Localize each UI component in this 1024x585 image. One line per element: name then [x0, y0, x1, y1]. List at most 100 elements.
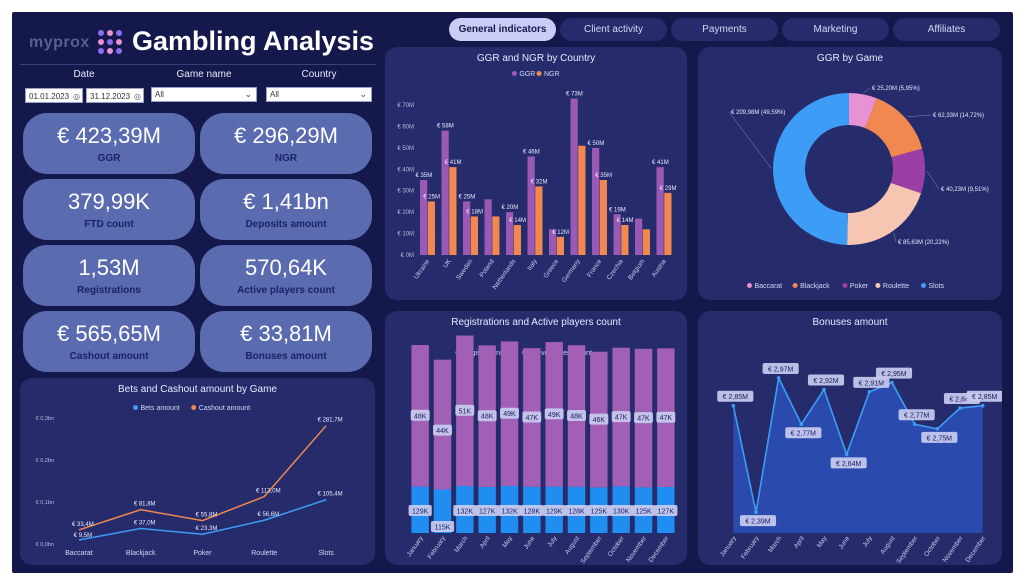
registrations-label: 129K: [546, 509, 563, 516]
x-tick-label: July: [546, 535, 559, 549]
active-players-label-bg: [634, 412, 653, 424]
page-title: Gambling Analysis: [132, 26, 375, 56]
bar-ggr: [592, 147, 600, 255]
slice-label: € 85,63M (20,22%): [898, 240, 949, 246]
game-filter-label: Game name: [176, 69, 232, 80]
date-from-input[interactable]: 01.01.2023 ◎: [25, 88, 83, 103]
x-tick-label: September: [579, 534, 603, 565]
legend-label: Bets amount: [141, 405, 180, 412]
tab-general-indicators[interactable]: General indicators: [449, 18, 556, 41]
active-players-label: 44K: [436, 428, 449, 435]
bar-ngr: [427, 201, 435, 255]
x-tick-label: October: [607, 534, 626, 558]
active-players-label-bg: [410, 409, 430, 421]
date-to-input[interactable]: 31.12.2023 ◎: [86, 88, 144, 103]
active-players-label: 49K: [548, 412, 561, 419]
tab-payments[interactable]: Payments: [671, 18, 778, 41]
bonuses-label: € 2,64M: [836, 461, 861, 468]
registrations-label-bg: [564, 505, 589, 516]
bar-ngr: [642, 229, 650, 255]
x-tick-label: March: [767, 535, 783, 554]
calendar-icon[interactable]: ◎: [73, 92, 80, 101]
tab-marketing[interactable]: Marketing: [782, 18, 889, 41]
active-players-label-bg: [477, 410, 497, 422]
x-tick-label: Ukraine: [413, 258, 432, 281]
kpi-value: € 296,29M: [234, 123, 338, 148]
x-tick-label: March: [453, 535, 469, 554]
y-tick-label: € 0M: [401, 253, 414, 259]
x-tick-label: Poland: [479, 258, 497, 279]
calendar-icon[interactable]: ◎: [134, 92, 141, 101]
legend-label: Cashout amount: [199, 405, 250, 412]
data-label: € 14M: [617, 218, 634, 224]
data-label: € 41M: [445, 160, 462, 166]
active-players-label: 47K: [637, 416, 650, 423]
x-tick-label: April: [793, 535, 807, 550]
registrations-label: 132K: [501, 509, 518, 516]
leader-line: [893, 232, 897, 243]
tab-client-activity[interactable]: Client activity: [560, 18, 667, 41]
legend-marker: [842, 283, 848, 288]
registrations-label: 128K: [568, 509, 585, 516]
bonuses-amount-chart: € 2,85M January € 2,39M February € 2,97M Marc…: [717, 362, 1002, 565]
data-label: € 105,4M: [318, 492, 343, 498]
data-label: € 29M: [660, 186, 677, 192]
bonuses-label-bg: [966, 390, 1002, 402]
kpi-label: Cashout amount: [69, 351, 149, 362]
bonuses-point: [799, 422, 804, 427]
leader-line: [728, 111, 772, 169]
kpi-label: GGR: [97, 153, 121, 164]
bar-ngr: [556, 236, 564, 255]
x-tick-label: France: [586, 258, 604, 279]
x-tick-label: Czechia: [606, 258, 625, 282]
y-tick-label: € 0,3bn: [36, 416, 54, 422]
leader-line: [863, 87, 871, 93]
registrations-label-bg: [475, 505, 499, 516]
bonuses-label-bg: [807, 374, 845, 386]
bar-ggr: [570, 98, 578, 255]
y-tick-label: € 70M: [397, 103, 414, 109]
data-label: € 32M: [531, 179, 548, 185]
legend-label: NGR: [544, 71, 560, 78]
leader-line: [926, 170, 940, 190]
registrations-label-bg: [654, 505, 678, 516]
registrations-label-bg: [430, 521, 455, 532]
y-tick-label: € 20M: [397, 210, 414, 216]
kpi-value: 1,53M: [78, 255, 140, 280]
country-value: All: [270, 90, 279, 99]
game-name-select[interactable]: All ⌄: [151, 87, 257, 102]
y-tick-label: € 0,2bn: [36, 458, 54, 464]
country-select[interactable]: All ⌄: [266, 87, 372, 102]
active-players-label: 51K: [459, 408, 472, 415]
dashboard-frame: myprox Gambling Analysis General indicat…: [12, 12, 1013, 573]
bonuses-label: € 2,85M: [972, 394, 997, 401]
legend-marker: [747, 283, 752, 288]
active-players-label: 48K: [481, 414, 494, 421]
x-tick-label: Germany: [561, 258, 582, 285]
data-label: € 20M: [502, 205, 519, 211]
x-tick-label: October: [923, 534, 942, 558]
bonuses-label: € 2,39M: [745, 519, 770, 526]
x-tick-label: Slots: [318, 550, 334, 557]
chart-title: Bonuses amount: [812, 317, 888, 328]
bonuses-label: € 2,97M: [768, 366, 793, 373]
kpi-value: € 33,81M: [240, 321, 332, 346]
bar-ngr: [449, 167, 457, 255]
bonuses-point: [867, 390, 872, 394]
date-to-value: 31.12.2023: [90, 92, 131, 101]
legend-label: GGR: [519, 71, 535, 78]
bonuses-label: € 2,75M: [927, 435, 952, 442]
bar-ggr: [549, 229, 557, 255]
registrations-label: 125K: [635, 509, 652, 516]
bonuses-point: [912, 422, 917, 427]
panel-bonuses-amount: Bonuses amount € 2,85M January € 2,39M Febr…: [698, 311, 1002, 565]
series-line-bets: [78, 499, 327, 541]
bar-ngr: [664, 192, 672, 255]
tab-affiliates[interactable]: Affiliates: [893, 18, 1000, 41]
active-players-label: 46K: [593, 417, 606, 424]
bonuses-label-bg: [830, 457, 867, 469]
series-line-cashout: [78, 425, 327, 531]
bonuses-point: [731, 403, 736, 408]
bar-ggr: [484, 199, 492, 255]
x-tick-label: December: [964, 534, 987, 563]
